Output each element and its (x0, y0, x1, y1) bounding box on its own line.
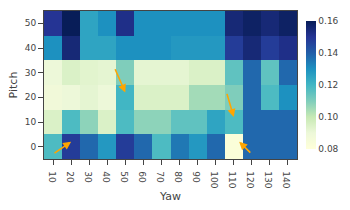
svg-text:20: 20 (65, 171, 75, 183)
svg-text:0: 0 (30, 142, 36, 152)
svg-text:Pitch: Pitch (7, 72, 20, 99)
svg-text:10: 10 (47, 171, 57, 183)
svg-text:20: 20 (25, 92, 37, 102)
svg-text:0.14: 0.14 (318, 48, 338, 58)
svg-text:30: 30 (25, 68, 37, 78)
svg-text:0.16: 0.16 (318, 16, 338, 26)
svg-text:130: 130 (263, 171, 273, 188)
svg-text:80: 80 (173, 171, 183, 183)
svg-text:100: 100 (209, 171, 219, 188)
svg-text:0.08: 0.08 (318, 144, 338, 154)
svg-text:70: 70 (155, 171, 165, 183)
svg-text:140: 140 (281, 171, 291, 188)
svg-text:10: 10 (25, 117, 37, 127)
svg-text:40: 40 (101, 171, 111, 183)
svg-text:Yaw: Yaw (159, 190, 181, 203)
svg-text:50: 50 (25, 18, 37, 28)
svg-text:30: 30 (83, 171, 93, 183)
svg-text:120: 120 (245, 171, 255, 188)
svg-text:0.12: 0.12 (318, 80, 338, 90)
svg-text:40: 40 (25, 43, 37, 53)
svg-text:90: 90 (191, 171, 201, 183)
svg-text:50: 50 (119, 171, 129, 183)
svg-text:110: 110 (227, 171, 237, 188)
svg-text:60: 60 (137, 171, 147, 183)
svg-text:0.10: 0.10 (318, 112, 338, 122)
